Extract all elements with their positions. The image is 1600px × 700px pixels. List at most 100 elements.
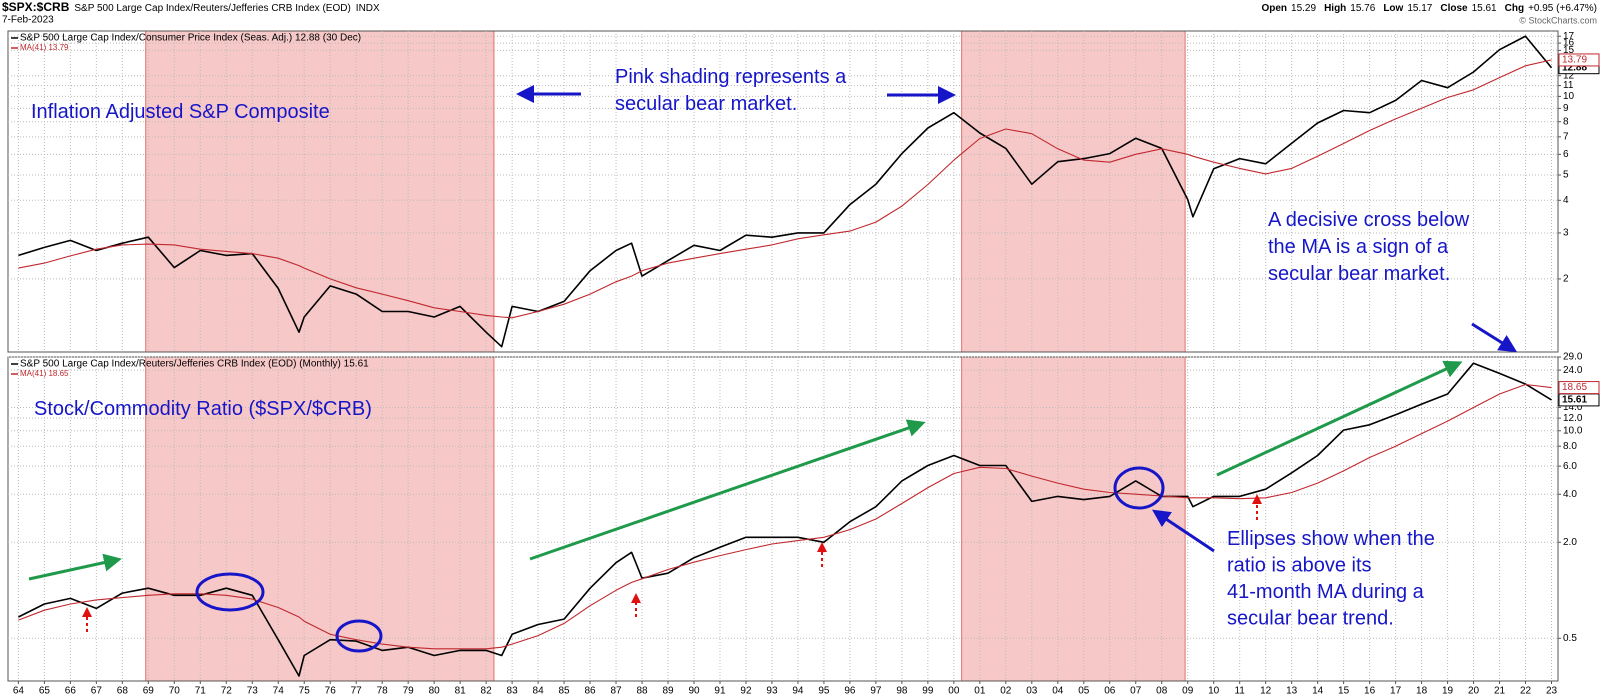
y-tick-label: 4.0: [1563, 489, 1577, 500]
y-tick-label: 12.0: [1563, 413, 1583, 424]
x-tick-label: 84: [533, 686, 545, 697]
header-title: $SPX:$CRB S&P 500 Large Cap Index/Reuters…: [2, 0, 380, 14]
x-tick-label: 83: [507, 686, 519, 697]
x-tick-label: 94: [792, 686, 804, 697]
annotation-line: A decisive cross below: [1268, 209, 1470, 231]
x-tick-label: 71: [195, 686, 207, 697]
ellipse: [335, 619, 383, 653]
quote-label: High: [1324, 3, 1346, 14]
quote: Open 15.29 High 15.76 Low 15.17 Close 15.61 Chg +…: [1261, 3, 1597, 14]
series-line: [18, 35, 1553, 348]
y-tick-label: 6.0: [1563, 461, 1577, 472]
x-tick-label: 82: [481, 686, 493, 697]
x-tick-label: 76: [325, 686, 337, 697]
legend-label: S&P 500 Large Cap Index/Reuters/Jefferie…: [20, 359, 369, 370]
x-tick-label: 04: [1052, 686, 1064, 697]
quote-value: 15.17: [1407, 3, 1432, 14]
panel-frame: [7, 30, 1559, 353]
x-tick-label: 85: [559, 686, 571, 697]
x-tick-label: 72: [221, 686, 233, 697]
annotation-line: the MA is a sign of a: [1268, 236, 1449, 258]
y-tick-label: 11: [1563, 80, 1574, 91]
x-tick-label: 86: [584, 686, 596, 697]
x-tick-label: 23: [1546, 686, 1558, 697]
x-tick-label: 75: [299, 686, 311, 697]
watermark: © StockCharts.com: [1519, 15, 1597, 25]
x-tick-label: 00: [948, 686, 960, 697]
annotation-line: Stock/Commodity Ratio ($SPX/$CRB): [34, 398, 372, 420]
x-tick-label: 69: [143, 686, 155, 697]
last-value-box: [1558, 381, 1600, 395]
date: 7-Feb-2023: [2, 15, 54, 26]
y-tick-label: 10.0: [1563, 425, 1583, 436]
x-tick-label: 66: [65, 686, 77, 697]
x-tick-label: 70: [169, 686, 181, 697]
annotation-line: ratio is above its: [1227, 555, 1372, 577]
bear-market-shading: [145, 356, 495, 682]
x-tick-label: 02: [1000, 686, 1012, 697]
last-value-box: [1558, 53, 1600, 67]
annotation-line: secular bear market.: [615, 93, 797, 115]
annotation-line: Pink shading represents a: [615, 66, 847, 88]
x-tick-label: 78: [377, 686, 389, 697]
y-tick-label: 2.0: [1563, 537, 1577, 548]
legend-label: MA(41) 13.79: [20, 43, 69, 52]
x-tick-label: 10: [1208, 686, 1220, 697]
ellipse: [1113, 466, 1165, 510]
annotation-line: 41-month MA during a: [1227, 581, 1425, 603]
x-tick-label: 65: [39, 686, 51, 697]
x-tick-label: 87: [610, 686, 622, 697]
quote-value: 15.61: [1472, 3, 1497, 14]
annotation-line: Inflation Adjusted S&P Composite: [31, 101, 330, 123]
x-tick-label: 97: [870, 686, 882, 697]
x-tick-label: 11: [1234, 686, 1245, 697]
x-tick-label: 21: [1494, 686, 1506, 697]
x-tick-label: 67: [91, 686, 103, 697]
arrow: [1152, 509, 1215, 553]
x-tick-label: 95: [818, 686, 830, 697]
x-tick-label: 91: [714, 686, 726, 697]
quote-label: Open: [1261, 3, 1287, 14]
x-tick-label: 74: [273, 686, 285, 697]
x-tick-label: 64: [13, 686, 25, 697]
x-tick-label: 92: [740, 686, 752, 697]
last-value-label: 15.61: [1562, 395, 1587, 406]
x-tick-label: 07: [1130, 686, 1142, 697]
y-tick-label: 10: [1563, 91, 1575, 102]
x-tick-label: 01: [974, 686, 986, 697]
annotation-line: Ellipses show when the: [1227, 528, 1435, 550]
last-value-label: 12.88: [1562, 62, 1587, 73]
shading-layer: [145, 30, 1186, 682]
arrow: [1216, 360, 1463, 477]
annotation-line: secular bear market.: [1268, 263, 1450, 285]
x-tick-label: 22: [1520, 686, 1532, 697]
x-tick-label: 93: [766, 686, 778, 697]
grid-layer: [7, 30, 1561, 684]
y-tick-label: 5: [1563, 170, 1569, 181]
quote-label: Close: [1440, 3, 1468, 14]
x-tick-label: 03: [1026, 686, 1038, 697]
x-tick-label: 80: [429, 686, 441, 697]
x-tick-label: 90: [688, 686, 700, 697]
x-tick-label: 88: [636, 686, 648, 697]
x-tick-label: 14: [1312, 686, 1324, 697]
bear-market-shading: [145, 30, 495, 353]
x-tick-label: 79: [403, 686, 415, 697]
y-tick-label: 29.0: [1563, 352, 1583, 363]
y-tick-label: 7: [1563, 131, 1569, 142]
x-tick-label: 19: [1442, 686, 1454, 697]
x-tick-label: 99: [922, 686, 934, 697]
y-tick-label: 0.5: [1563, 633, 1577, 644]
series-line: [18, 383, 1552, 650]
last-value-label: 13.79: [1562, 55, 1587, 66]
line-layer: [18, 35, 1553, 677]
x-tick-label: 18: [1416, 686, 1428, 697]
x-tick-label: 08: [1156, 686, 1168, 697]
series-line: [18, 362, 1552, 677]
annotation: Inflation Adjusted S&P Composite: [31, 101, 330, 123]
annotation: Pink shading represents a secular bear ma…: [615, 66, 847, 115]
arrow: [529, 419, 926, 561]
